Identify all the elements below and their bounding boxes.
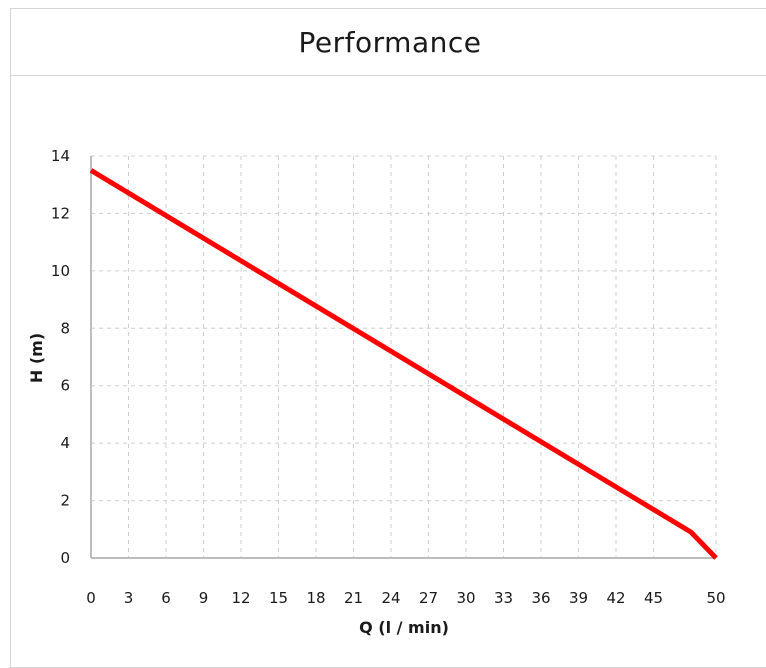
y-tick-label: 0 — [60, 549, 70, 567]
x-tick-label: 9 — [199, 589, 209, 607]
y-tick-label: 2 — [60, 492, 70, 510]
panel-header: Performance — [11, 9, 766, 76]
x-tick-label: 6 — [161, 589, 171, 607]
x-tick-label: 39 — [569, 589, 588, 607]
y-tick-label: 6 — [60, 377, 70, 395]
y-tick-labels: 0 2 4 6 8 10 12 14 — [51, 147, 70, 567]
x-tick-label: 42 — [606, 589, 625, 607]
y-axis-title: H (m) — [27, 333, 46, 383]
grid — [91, 155, 717, 558]
x-tick-label: 33 — [494, 589, 513, 607]
x-tick-labels: 0 3 6 9 12 15 18 21 24 27 30 33 36 39 42 45 50 — [86, 589, 725, 607]
y-tick-label: 12 — [51, 204, 70, 222]
x-tick-label: 3 — [124, 589, 134, 607]
x-tick-label: 50 — [706, 589, 725, 607]
axes — [90, 156, 716, 559]
x-axis-title: Q (l / min) — [359, 618, 449, 637]
x-tick-label: 36 — [531, 589, 550, 607]
series-group — [89, 168, 718, 560]
x-tick-label: 24 — [381, 589, 400, 607]
x-tick-label: 0 — [86, 589, 96, 607]
y-tick-label: 14 — [51, 147, 70, 165]
x-tick-label: 30 — [456, 589, 475, 607]
x-tick-label: 27 — [419, 589, 438, 607]
y-tick-label: 10 — [51, 262, 70, 280]
x-tick-label: 21 — [344, 589, 363, 607]
x-tick-label: 45 — [644, 589, 663, 607]
x-tick-label: 15 — [269, 589, 288, 607]
series-line-1 — [89, 168, 718, 560]
x-tick-label: 18 — [306, 589, 325, 607]
y-tick-label: 4 — [60, 434, 70, 452]
panel-title: Performance — [298, 25, 482, 59]
x-tick-label: 12 — [231, 589, 250, 607]
performance-chart: 0 3 6 9 12 15 18 21 24 27 30 33 36 39 42 45 50 024681012… — [27, 147, 726, 637]
y-tick-label: 8 — [60, 319, 70, 337]
